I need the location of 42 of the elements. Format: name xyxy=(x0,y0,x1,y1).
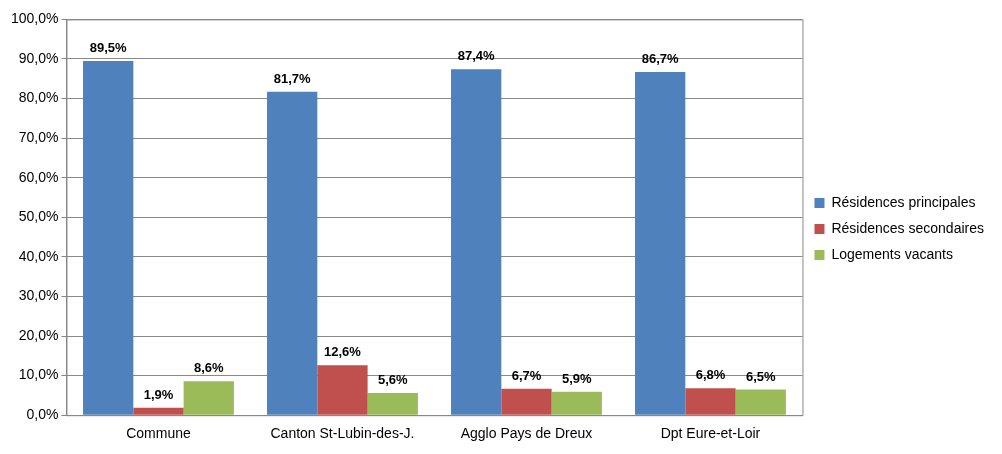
bar xyxy=(735,389,786,415)
x-tick-label: Commune xyxy=(126,425,191,442)
y-tick-label: 100,0% xyxy=(11,10,59,27)
y-tick-label: 20,0% xyxy=(18,326,59,343)
bar xyxy=(83,60,134,415)
y-tick-label: 0,0% xyxy=(26,406,59,423)
data-label: 89,5% xyxy=(89,40,128,56)
y-tick-label: 90,0% xyxy=(18,49,59,66)
data-label: 6,7% xyxy=(511,367,542,383)
data-label: 6,5% xyxy=(745,368,777,384)
data-label: 1,9% xyxy=(143,386,174,402)
data-label: 81,7% xyxy=(273,70,312,86)
bar xyxy=(451,69,502,415)
bar xyxy=(267,91,318,415)
legend-label: Résidences secondaires xyxy=(831,219,984,236)
bar xyxy=(317,365,368,415)
x-tick-label: Canton St-Lubin-des-J. xyxy=(270,425,415,442)
x-tick-label: Agglo Pays de Dreux xyxy=(460,425,593,442)
y-tick-label: 40,0% xyxy=(18,247,59,264)
data-label: 6,8% xyxy=(695,367,726,383)
bar xyxy=(551,391,602,415)
data-label: 86,7% xyxy=(641,51,680,67)
y-tick-label: 50,0% xyxy=(18,208,59,225)
y-tick-label: 30,0% xyxy=(18,287,59,304)
bar xyxy=(685,388,736,415)
bar xyxy=(133,407,184,415)
bar xyxy=(183,381,234,415)
legend-label: Résidences principales xyxy=(831,193,976,210)
y-tick-label: 70,0% xyxy=(18,129,59,145)
y-tick-label: 80,0% xyxy=(18,89,59,106)
bar xyxy=(367,393,418,415)
data-label: 5,9% xyxy=(561,370,593,386)
y-tick-label: 10,0% xyxy=(18,366,59,383)
x-tick-label: Dpt Eure-et-Loir xyxy=(660,425,761,442)
data-label: 5,6% xyxy=(377,372,409,388)
data-label: 12,6% xyxy=(324,344,362,360)
bar xyxy=(501,388,552,415)
legend-label: Logements vacants xyxy=(831,245,953,262)
data-label: 87,4% xyxy=(457,48,496,64)
y-tick-label: 60,0% xyxy=(18,168,59,185)
data-label: 8,6% xyxy=(193,360,225,376)
bar xyxy=(635,72,686,415)
